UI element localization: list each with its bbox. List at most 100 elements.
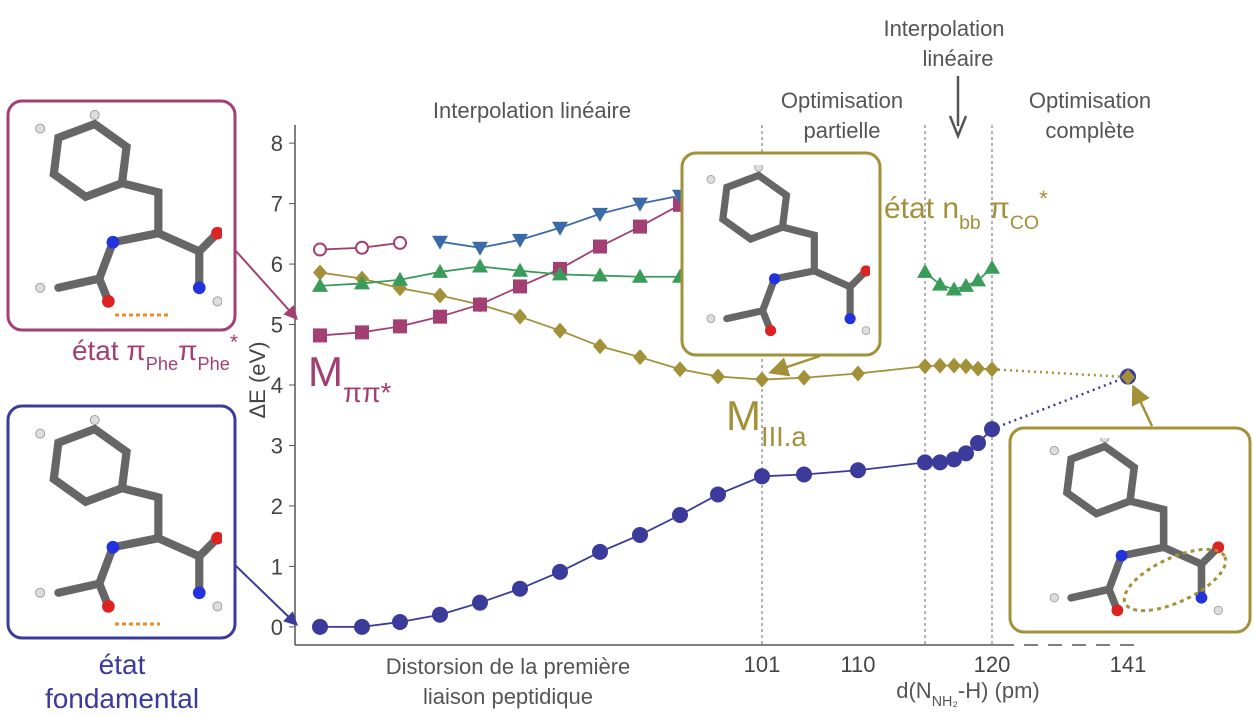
point (392, 614, 408, 631)
point (552, 221, 568, 236)
text-part: ππ* (343, 377, 392, 408)
point (552, 266, 568, 281)
x-tick-label: 101 (744, 652, 781, 677)
point (633, 349, 647, 366)
point (393, 235, 407, 250)
y-tick-label: 7 (271, 192, 283, 217)
point (313, 264, 327, 281)
y-tick-label: 0 (271, 615, 283, 640)
text-part: CO (1010, 212, 1039, 234)
point (917, 263, 933, 278)
point (512, 262, 528, 277)
point (432, 606, 448, 623)
series-line-dotted (991, 375, 1129, 431)
text-part: état π (72, 335, 146, 366)
point (432, 235, 448, 250)
text-part: bb (959, 212, 981, 234)
x-note: Distorsion de la première (386, 654, 631, 679)
inset-middle (680, 151, 882, 377)
point (850, 462, 866, 479)
point (917, 454, 933, 471)
point (932, 276, 948, 291)
x-note: liaison peptidique (423, 684, 593, 709)
series-line (320, 428, 993, 628)
region-label: Interpolation linéaire (433, 98, 631, 123)
y-axis-label: ΔE (eV) (245, 341, 270, 418)
point (592, 207, 608, 222)
series-line (319, 265, 993, 291)
point (632, 268, 648, 283)
plot-area: 0 1 2 3 4 5 6 7 8 101 110 120 141 (271, 125, 1147, 677)
point (984, 421, 1000, 438)
series-line (319, 271, 993, 381)
point (512, 233, 528, 248)
point (711, 368, 725, 385)
state-label: état nbb πCO* (884, 186, 1048, 235)
text-part: Phe (146, 354, 178, 374)
point (971, 360, 985, 377)
y-tick-label: 5 (271, 313, 283, 338)
inset-right (1008, 384, 1252, 634)
point (433, 309, 447, 324)
point (946, 281, 962, 296)
point (472, 258, 488, 273)
point (313, 328, 327, 343)
state-label: état (99, 649, 146, 680)
region-label: Optimisation (1029, 88, 1151, 113)
point (354, 275, 370, 290)
point (313, 242, 327, 257)
inset-ground (6, 404, 299, 640)
point (946, 451, 962, 468)
point (947, 357, 961, 374)
region-label: linéaire (923, 46, 994, 71)
x-axis-label: d(NNH₂-H) (pm) (896, 678, 1040, 710)
point (592, 543, 608, 560)
state-label: fondamental (45, 683, 199, 714)
region-label: complète (1045, 118, 1134, 143)
point (633, 219, 647, 234)
point (312, 618, 328, 635)
point (354, 618, 370, 635)
region-label: Interpolation (883, 16, 1004, 41)
point (958, 445, 974, 462)
text-part: NH₂ (932, 694, 958, 710)
point (918, 358, 932, 375)
text-part: état n (884, 192, 959, 225)
point (970, 272, 986, 287)
point (754, 468, 770, 485)
point (355, 325, 369, 340)
point (355, 240, 369, 255)
y-tick-label: 1 (271, 554, 283, 579)
point (970, 435, 986, 452)
inset-excited (6, 99, 298, 332)
point (553, 322, 567, 339)
point (933, 357, 947, 374)
point (593, 338, 607, 355)
x-tick-label: 141 (1110, 652, 1147, 677)
point (472, 594, 488, 611)
point (958, 277, 974, 292)
x-tick-label: 110 (840, 652, 875, 677)
text-part: * (230, 331, 238, 354)
point (552, 563, 568, 580)
text-part: -H) (pm) (958, 678, 1040, 703)
point (932, 454, 948, 471)
point (312, 277, 328, 292)
y-tick-label: 8 (271, 131, 283, 156)
text-part: Phe (197, 354, 229, 374)
state-label: état πPheπPhe* (72, 331, 238, 375)
y-tick-label: 2 (271, 494, 283, 519)
point (472, 241, 488, 256)
point (673, 361, 687, 378)
point (632, 197, 648, 212)
text-part: d(N (896, 678, 931, 703)
point (851, 365, 865, 382)
point (632, 526, 648, 543)
text-part: M (726, 392, 761, 439)
point (672, 507, 688, 523)
point (592, 267, 608, 282)
point (984, 259, 1000, 274)
point (392, 271, 408, 286)
y-tick-label: 3 (271, 433, 283, 458)
